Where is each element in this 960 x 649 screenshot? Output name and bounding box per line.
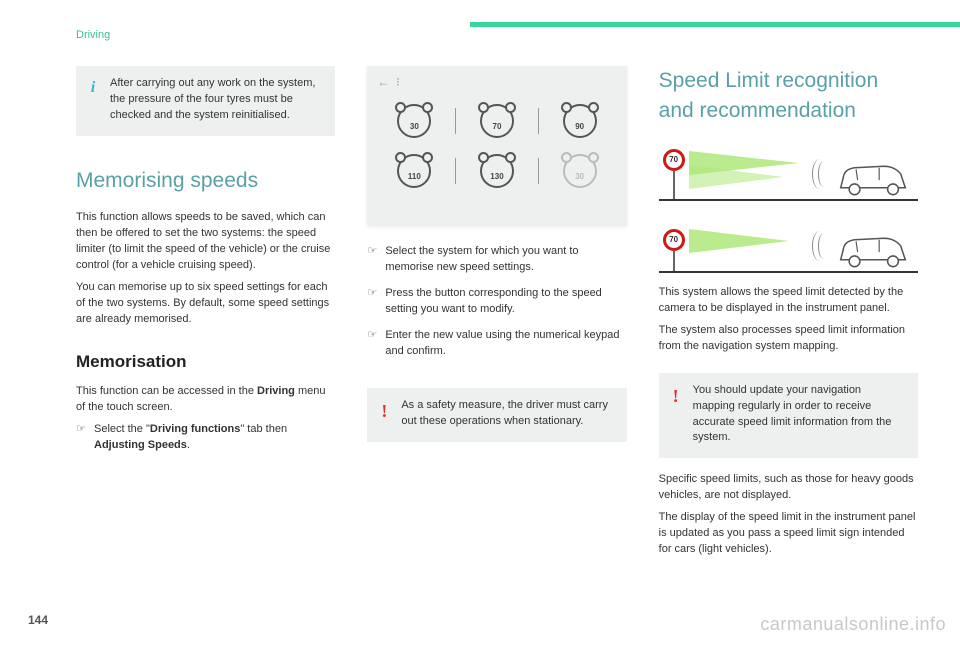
gauge-icon: 130 [480,154,514,188]
bullet-text: Press the button corresponding to the sp… [385,286,626,318]
gauge-icon: 30 [397,104,431,138]
info-box-tyre: i After carrying out any work on the sys… [76,66,335,136]
speed-sign-icon: 70 [663,149,685,171]
paragraph: This system allows the speed limit detec… [659,285,918,317]
warning-box-stationary: ! As a safety measure, the driver must c… [367,388,626,442]
diagram-speed-sign-1: 70 [659,141,918,201]
gauge-value: 30 [565,171,595,183]
separator [455,158,456,184]
bullet-item: ☞ Enter the new value using the numerica… [367,328,626,360]
spacer [367,370,626,388]
warning-box-nav: ! You should update your navigation mapp… [659,373,918,459]
bullet-text: Select the system for which you want to … [385,244,626,276]
text: " tab then [240,423,287,435]
heading-memorisation: Memorisation [76,350,335,375]
sign-pole [673,171,675,199]
back-icon: ← ⁝ [377,74,399,91]
section-label: Driving [76,28,110,44]
sign-value: 70 [669,234,678,246]
paragraph: This function can be accessed in the Dri… [76,384,335,416]
watermark: carmanualsonline.info [760,611,946,637]
warning-icon: ! [375,398,393,430]
wave-icon [806,157,828,191]
bullet-item: ☞ Select the system for which you want t… [367,244,626,276]
gauge-value: 90 [565,121,595,133]
gauge-value: 130 [482,171,512,183]
touchscreen-preview: ← ⁝ 30 70 90 110 130 30 [367,66,626,226]
column-right: Speed Limit recognition and recommendati… [659,66,918,599]
car-icon [834,229,912,269]
sign-pole [673,251,675,271]
heading-speed-limit: Speed Limit recognition and recommendati… [659,66,918,127]
gauge-grid: 30 70 90 110 130 30 [397,96,596,196]
spacer [659,361,918,373]
beam-icon [689,229,789,253]
bullet-item: ☞ Select the "Driving functions" tab the… [76,422,335,454]
bullet-marker: ☞ [367,328,377,360]
gauge-value: 110 [399,171,429,183]
bullet-text: Select the "Driving functions" tab then … [94,422,335,454]
warning-icon: ! [667,383,685,447]
paragraph: The system also processes speed limit in… [659,323,918,355]
warning-text: You should update your navigation mappin… [693,383,906,447]
bold-text: Adjusting Speeds [94,439,187,451]
speed-sign-icon: 70 [663,229,685,251]
bullet-marker: ☞ [367,244,377,276]
diagram-speed-sign-2: 70 [659,213,918,273]
page-number: 144 [28,612,48,629]
gauge-row: 110 130 30 [397,146,596,196]
bullet-text: Enter the new value using the numerical … [385,328,626,360]
bold-text: Driving [257,385,295,397]
info-icon: i [84,76,102,124]
spacer [659,458,918,472]
gauge-value: 70 [482,121,512,133]
gauge-icon-dim: 30 [563,154,597,188]
car-icon [834,157,912,197]
paragraph: The display of the speed limit in the in… [659,510,918,558]
gauge-icon: 90 [563,104,597,138]
bold-text: Driving functions [150,423,240,435]
gauge-row: 30 70 90 [397,96,596,146]
separator [455,108,456,134]
gauge-icon: 70 [480,104,514,138]
paragraph: You can memorise up to six speed setting… [76,280,335,328]
paragraph: This function allows speeds to be saved,… [76,210,335,274]
column-middle: ← ⁝ 30 70 90 110 130 30 ☞ [367,66,626,599]
gauge-value: 30 [399,121,429,133]
column-left: i After carrying out any work on the sys… [76,66,335,599]
gauge-icon: 110 [397,154,431,188]
text: This function can be accessed in the [76,385,257,397]
heading-memorising-speeds: Memorising speeds [76,166,335,196]
bullet-item: ☞ Press the button corresponding to the … [367,286,626,318]
separator [538,158,539,184]
info-text: After carrying out any work on the syste… [110,76,323,124]
content-columns: i After carrying out any work on the sys… [76,66,918,599]
bullet-marker: ☞ [76,422,86,454]
text: Select the " [94,423,150,435]
beam-icon [689,165,784,189]
wave-icon [806,229,828,263]
paragraph: Specific speed limits, such as those for… [659,472,918,504]
bullet-marker: ☞ [367,286,377,318]
text: . [187,439,190,451]
sign-value: 70 [669,154,678,166]
warning-text: As a safety measure, the driver must car… [401,398,614,430]
header-accent-bar [470,22,960,27]
separator [538,108,539,134]
